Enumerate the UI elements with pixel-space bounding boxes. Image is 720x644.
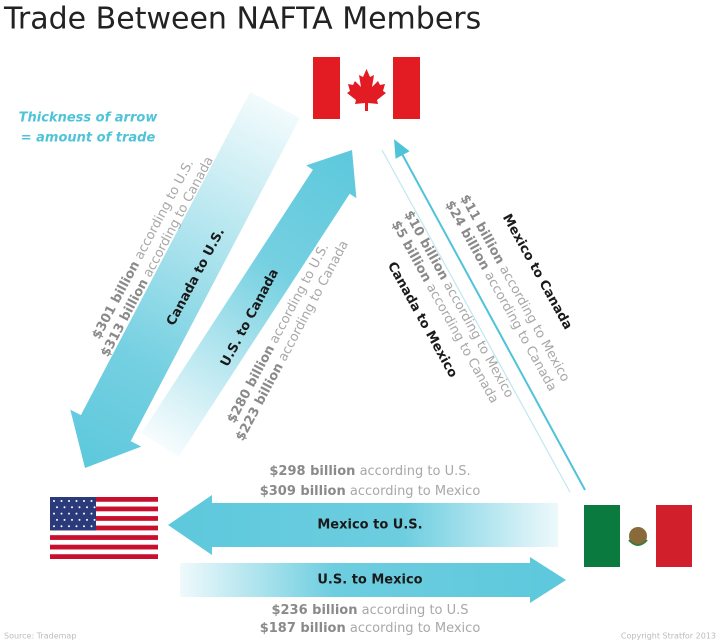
flag-part (71, 506, 73, 509)
flag-part (83, 500, 85, 502)
flag-part (56, 518, 58, 521)
flag-part (68, 500, 70, 502)
reporter: according to Mexico (350, 621, 480, 636)
flag-part (53, 512, 55, 515)
reporter: according to U.S. (360, 464, 471, 479)
flag-part (68, 512, 70, 515)
amount: $298 billion (269, 464, 355, 479)
legend-line: = amount of trade (21, 131, 156, 146)
arrow-us-to-canada (141, 150, 357, 457)
flag-part (93, 518, 96, 521)
amount: $187 billion (260, 621, 346, 636)
flag-part (53, 525, 55, 528)
report: $309 billion according to Mexico (260, 484, 481, 499)
flag-part (56, 506, 58, 509)
flag-part (86, 506, 88, 509)
flag-part (63, 506, 66, 509)
flag-part (71, 518, 73, 521)
legend-line: Thickness of arrow (19, 111, 159, 126)
flag-part (50, 535, 158, 540)
flag-part (75, 500, 78, 502)
flag-part (75, 512, 78, 515)
flag-part (68, 525, 70, 528)
amount: $236 billion (271, 603, 357, 618)
flag-part (50, 497, 96, 531)
arrow-canada-to-us (70, 92, 300, 468)
flag-part (78, 518, 81, 521)
flag-part (50, 516, 158, 521)
arrow-label: U.S. to Mexico (317, 573, 422, 588)
flag-part (50, 525, 158, 531)
footer-copyright: Copyright Stratfor 2013 (621, 632, 716, 641)
reporter: according to Mexico (350, 484, 480, 499)
flag-part (50, 506, 158, 512)
flag-part (78, 506, 81, 509)
report-group: $10 billion according to Mexico $5 billi… (388, 208, 516, 406)
title: Trade Between NAFTA Members (3, 2, 481, 37)
arrow-canada-to-mexico (381, 149, 571, 493)
flag-part (50, 544, 158, 550)
flag-part (50, 554, 158, 559)
flag-part (60, 500, 63, 502)
arrow-mexico-to-canada (394, 139, 586, 491)
flag-part (60, 525, 63, 528)
flag-part (83, 525, 85, 528)
reporter: according to U.S (362, 603, 469, 618)
flag-part (90, 500, 93, 502)
flag-mexico (584, 505, 692, 567)
arrow-us-to-mexico (180, 557, 566, 603)
flag-canada (313, 57, 420, 119)
flag-part (75, 525, 78, 528)
flag-part (50, 497, 158, 502)
flag-part (60, 512, 63, 515)
arrow-label: Mexico to U.S. (317, 518, 422, 533)
flag-part (90, 512, 93, 515)
flag-part (93, 506, 96, 509)
arrow-mexico-to-us (168, 495, 558, 555)
report: $187 billion according to Mexico (260, 621, 481, 636)
footer-source: Source: Trademap (4, 632, 76, 641)
flag-part (63, 518, 66, 521)
flag-us (50, 497, 158, 559)
amount: $309 billion (260, 484, 346, 499)
flag-part (90, 525, 93, 528)
report: $236 billion according to U.S (271, 603, 468, 618)
flag-part (83, 512, 85, 515)
report: $298 billion according to U.S. (269, 464, 470, 479)
flag-part (53, 500, 55, 502)
flag-part (86, 518, 88, 521)
